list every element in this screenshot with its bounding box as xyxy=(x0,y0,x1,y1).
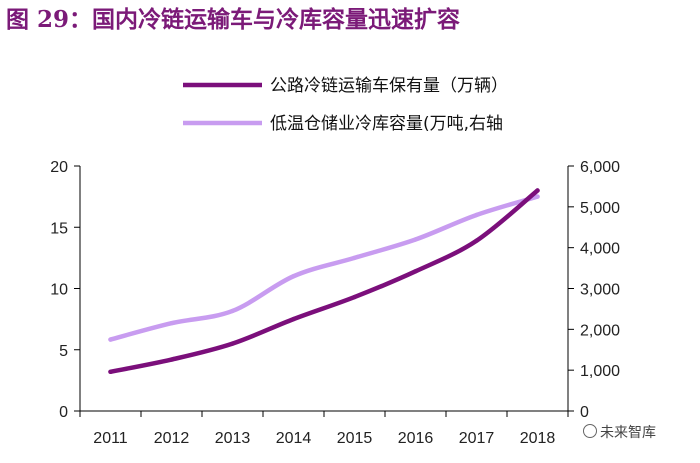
x-tick-label: 2014 xyxy=(276,430,312,447)
axes: 0 5 10 15 20 0 1,000 2,000 3,000 4,000 5,000 6,000 2… xyxy=(50,159,620,447)
legend-label-series-1: 公路冷链运输车保有量（万辆） xyxy=(270,76,508,96)
x-tick-label: 2015 xyxy=(337,430,373,447)
y-left-tick-label: 20 xyxy=(50,159,68,176)
data-point-series-2 xyxy=(291,274,296,279)
watermark-text: 未来智库 xyxy=(600,425,656,441)
y-right-tick-label: 3,000 xyxy=(580,282,620,299)
y-left-tick-label: 5 xyxy=(59,343,68,360)
data-point-series-2 xyxy=(169,321,174,326)
y-right-tick-label: 0 xyxy=(580,404,589,421)
legend: 公路冷链运输车保有量（万辆） 低温仓储业冷库容量(万吨,右轴 xyxy=(183,76,508,134)
data-point-series-2 xyxy=(474,212,479,218)
data-point-series-2 xyxy=(352,255,357,261)
series-line-1 xyxy=(108,188,540,375)
data-point-series-1 xyxy=(413,269,418,274)
data-point-series-1 xyxy=(230,341,235,346)
wechat-icon xyxy=(583,424,597,438)
y-right-tick-label: 6,000 xyxy=(580,159,620,176)
data-point-series-1 xyxy=(291,316,296,322)
x-tick-label: 2012 xyxy=(154,430,190,447)
x-tick-label: 2016 xyxy=(398,430,434,447)
data-point-series-1 xyxy=(474,238,479,243)
y-left-tick-label: 15 xyxy=(50,220,68,237)
data-point-series-1 xyxy=(535,188,540,193)
y-left-tick-label: 0 xyxy=(59,404,68,421)
x-tick-label: 2018 xyxy=(520,430,556,447)
y-right-tick-label: 4,000 xyxy=(580,241,620,258)
data-point-series-2 xyxy=(230,308,235,314)
series-line-2 xyxy=(108,194,540,342)
x-tick-label: 2011 xyxy=(93,430,128,447)
y-right-tick-label: 1,000 xyxy=(580,363,620,380)
data-point-series-1 xyxy=(352,294,357,300)
figure-title: 图 29：国内冷链运输车与冷库容量迅速扩容 xyxy=(6,6,461,33)
legend-label-series-2: 低温仓储业冷库容量(万吨,右轴 xyxy=(270,114,503,134)
data-point-series-1 xyxy=(169,357,174,362)
x-tick-label: 2013 xyxy=(215,430,251,447)
data-point-series-2 xyxy=(413,237,418,242)
watermark: 未来智库 xyxy=(583,422,656,442)
y-right-tick-label: 2,000 xyxy=(580,322,620,339)
y-left-tick-label: 10 xyxy=(50,282,68,299)
y-right-tick-label: 5,000 xyxy=(580,200,620,217)
x-tick-label: 2017 xyxy=(459,430,495,447)
data-point-series-2 xyxy=(535,194,540,199)
data-point-series-1 xyxy=(108,369,113,374)
data-point-series-2 xyxy=(108,337,113,342)
series-lines xyxy=(108,188,540,375)
